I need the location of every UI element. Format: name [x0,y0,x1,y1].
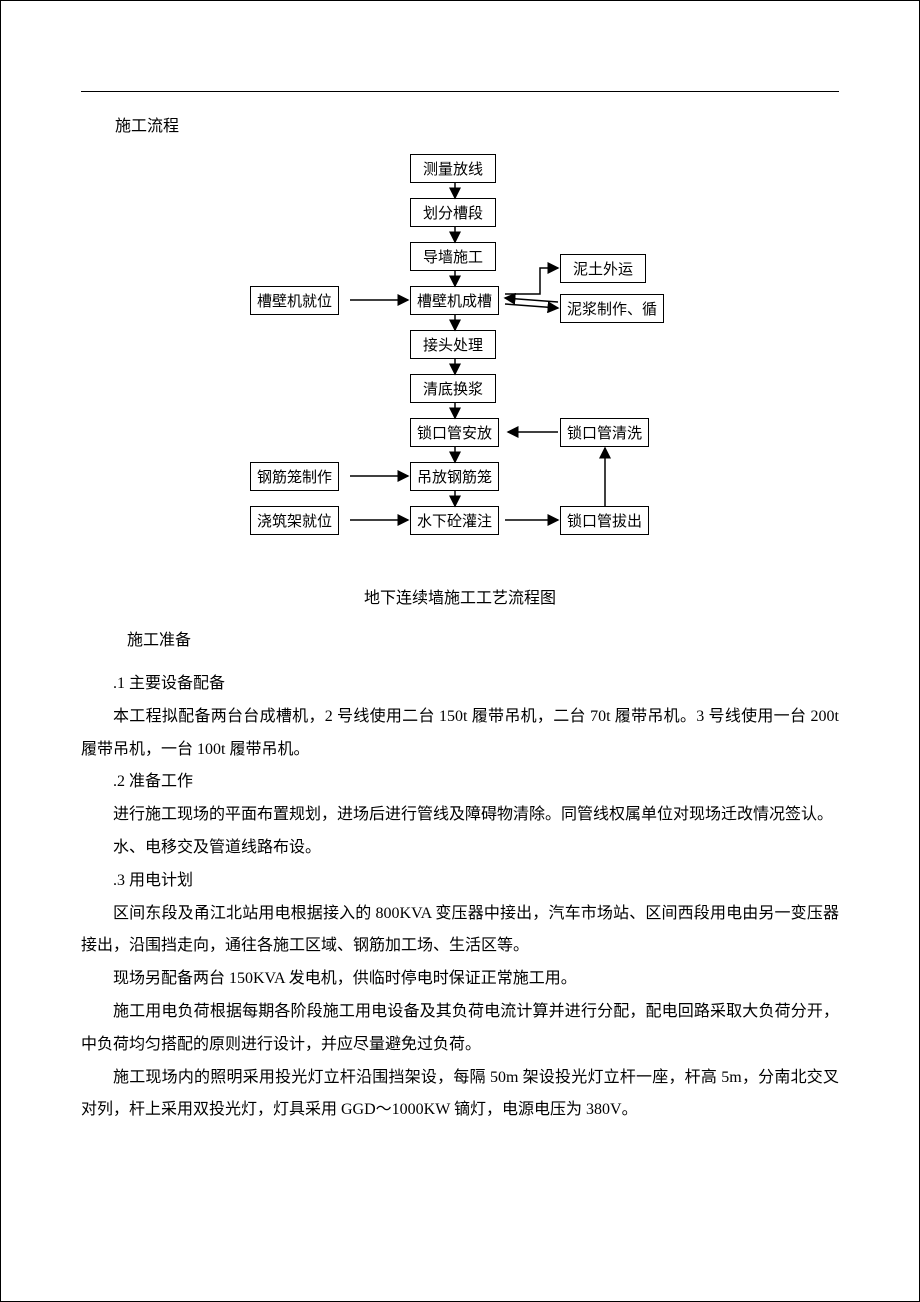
s2-p1: 进行施工现场的平面布置规划，进场后进行管线及障碍物清除。同管线权属单位对现场迁改… [81,799,839,832]
node-lock-pipe-set: 锁口管安放 [410,418,499,447]
node-guide-wall: 导墙施工 [410,242,496,271]
section-prep-title: 施工准备 [127,626,839,650]
node-joint: 接头处理 [410,330,496,359]
s3-p4: 施工现场内的照明采用投光灯立杆沿围挡架设，每隔 50m 架设投光灯立杆一座，杆高… [81,1062,839,1128]
s3-p3: 施工用电负荷根据每期各阶段施工用电设备及其负荷电流计算并进行分配，配电回路采取大… [81,996,839,1062]
s1-p1: 本工程拟配备两台台成槽机，2 号线使用二台 150t 履带吊机，二台 70t 履… [81,701,839,767]
page: 施工流程 测量放线 划分槽段 导墙施工 槽壁机成槽 接头处理 清底换浆 锁口管安… [0,0,920,1302]
node-slot-forming: 槽壁机成槽 [410,286,499,315]
node-lock-pull: 锁口管拔出 [560,506,649,535]
section-process-title: 施工流程 [115,112,839,136]
content-frame: 施工流程 测量放线 划分槽段 导墙施工 槽壁机成槽 接头处理 清底换浆 锁口管安… [81,91,839,1127]
node-measure: 测量放线 [410,154,496,183]
node-cage-make: 钢筋笼制作 [250,462,339,491]
s1-title: .1 主要设备配备 [81,668,839,701]
node-concrete-pour: 水下砼灌注 [410,506,499,535]
node-lock-clean: 锁口管清洗 [560,418,649,447]
node-clean-bottom: 清底换浆 [410,374,496,403]
s2-title: .2 准备工作 [81,766,839,799]
node-mud: 泥浆制作、循 [560,294,664,323]
node-machine-ready: 槽壁机就位 [250,286,339,315]
node-rebar-cage: 吊放钢筋笼 [410,462,499,491]
s3-p2: 现场另配备两台 150KVA 发电机，供临时停电时保证正常施工用。 [81,963,839,996]
flowchart-caption: 地下连续墙施工工艺流程图 [81,584,839,608]
node-pour-frame: 浇筑架就位 [250,506,339,535]
node-soil-out: 泥土外运 [560,254,646,283]
s3-title: .3 用电计划 [81,865,839,898]
s2-p2: 水、电移交及管道线路布设。 [81,832,839,865]
s3-p1: 区间东段及甬江北站用电根据接入的 800KVA 变压器中接出，汽车市场站、区间西… [81,898,839,964]
node-divide-slot: 划分槽段 [410,198,496,227]
flowchart: 测量放线 划分槽段 导墙施工 槽壁机成槽 接头处理 清底换浆 锁口管安放 吊放钢… [160,154,760,574]
